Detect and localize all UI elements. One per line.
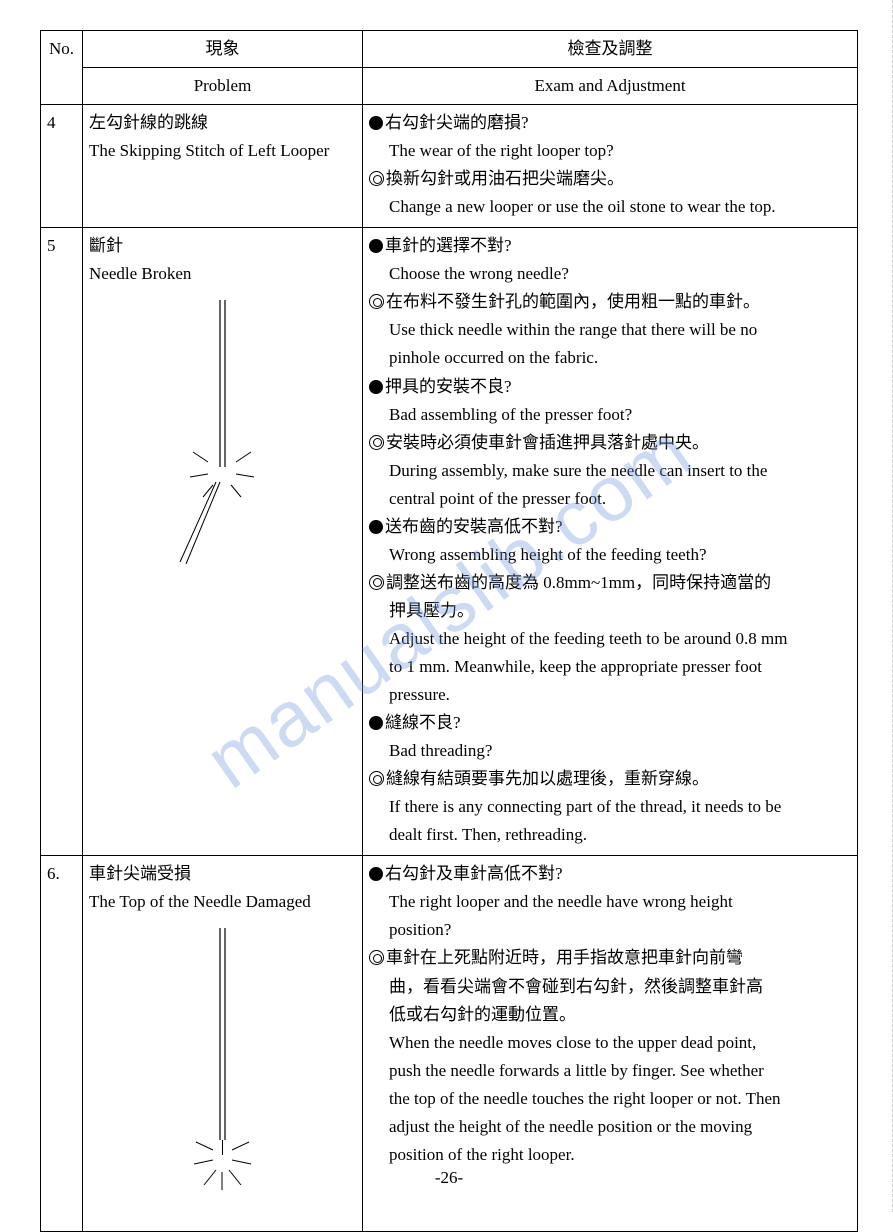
header-problem-zh: 現象 [83, 31, 363, 68]
a-zh: 車針在上死點附近時，用手指故意把車針向前彎 [386, 948, 743, 967]
table-row: 5 斷針 Needle Broken [41, 228, 858, 856]
a-en: When the needle moves close to the upper… [369, 1029, 851, 1057]
q-en: Wrong assembling height of the feeding t… [369, 541, 851, 569]
page-number: -26- [40, 1168, 858, 1188]
ring-icon [369, 294, 384, 309]
a-en: push the needle forwards a little by fin… [369, 1057, 851, 1085]
q-zh: 押具的安裝不良? [385, 377, 512, 396]
q-en: Bad threading? [369, 737, 851, 765]
a-en: dealt first. Then, rethreading. [369, 821, 851, 849]
a-en: position of the right looper. [369, 1141, 851, 1169]
bullet-icon [369, 716, 383, 730]
problem-zh: 斷針 [89, 236, 123, 255]
bullet-icon [369, 116, 383, 130]
q-zh: 右勾針及車針高低不對? [385, 864, 563, 883]
row-problem: 斷針 Needle Broken [83, 228, 363, 856]
q-en: The wear of the right looper top? [369, 137, 851, 165]
a-zh: 曲，看看尖端會不會碰到右勾針，然後調整車針高 [369, 973, 851, 1001]
q-zh: 縫線不良? [385, 713, 461, 732]
a-en: to 1 mm. Meanwhile, keep the appropriate… [369, 653, 851, 681]
a-zh: 在布料不發生針孔的範圍內，使用粗一點的車針。 [386, 292, 760, 311]
a-en: Adjust the height of the feeding teeth t… [369, 625, 851, 653]
troubleshooting-table: No. 現象 檢查及調整 Problem Exam and Adjustment… [40, 30, 858, 1232]
table-header: No. 現象 檢查及調整 Problem Exam and Adjustment [41, 31, 858, 105]
a-zh: 換新勾針或用油石把尖端磨尖。 [386, 169, 624, 188]
bullet-icon [369, 239, 383, 253]
ring-icon [369, 575, 384, 590]
a-en: If there is any connecting part of the t… [369, 793, 851, 821]
a-en: the top of the needle touches the right … [369, 1085, 851, 1113]
problem-en: The Top of the Needle Damaged [89, 892, 311, 911]
row-no: 5 [41, 228, 83, 856]
page: manualslib.com No. 現象 檢查及調整 Problem Exam… [40, 30, 858, 1182]
ring-icon [369, 950, 384, 965]
q-en: Choose the wrong needle? [369, 260, 851, 288]
row-exam: 右勾針尖端的磨損? The wear of the right looper t… [363, 105, 858, 228]
bullet-icon [369, 520, 383, 534]
ring-icon [369, 435, 384, 450]
a-zh: 押具壓力。 [369, 597, 851, 625]
row-problem: 左勾針線的跳線 The Skipping Stitch of Left Loop… [83, 105, 363, 228]
a-zh: 縫線有結頭要事先加以處理後，重新穿線。 [386, 769, 709, 788]
a-zh: 調整送布齒的高度為 0.8mm~1mm，同時保持適當的 [386, 573, 771, 592]
q-zh: 右勾針尖端的磨損? [385, 113, 529, 132]
row-exam: 車針的選擇不對? Choose the wrong needle? 在布料不發生… [363, 228, 858, 856]
problem-zh: 車針尖端受損 [89, 864, 191, 883]
table-row: 4 左勾針線的跳線 The Skipping Stitch of Left Lo… [41, 105, 858, 228]
ring-icon [369, 171, 384, 186]
a-en: central point of the presser foot. [369, 485, 851, 513]
problem-zh: 左勾針線的跳線 [89, 113, 208, 132]
row-no: 4 [41, 105, 83, 228]
q-en: Bad assembling of the presser foot? [369, 401, 851, 429]
a-en: pressure. [369, 681, 851, 709]
q-zh: 送布齒的安裝高低不對? [385, 517, 563, 536]
a-en: pinhole occurred on the fabric. [369, 344, 851, 372]
bullet-icon [369, 867, 383, 881]
header-no: No. [41, 31, 83, 105]
q-en: The right looper and the needle have wro… [369, 888, 851, 916]
bullet-icon [369, 380, 383, 394]
header-exam-en: Exam and Adjustment [363, 68, 858, 105]
ring-icon [369, 771, 384, 786]
a-en: Change a new looper or use the oil stone… [369, 193, 851, 221]
header-exam-zh: 檢查及調整 [363, 31, 858, 68]
a-en: During assembly, make sure the needle ca… [369, 457, 851, 485]
a-en: adjust the height of the needle position… [369, 1113, 851, 1141]
problem-en: The Skipping Stitch of Left Looper [89, 141, 329, 160]
q-zh: 車針的選擇不對? [385, 236, 512, 255]
needle-broken-illustration [89, 288, 356, 591]
problem-en: Needle Broken [89, 264, 191, 283]
header-problem-en: Problem [83, 68, 363, 105]
a-zh: 低或右勾針的運動位置。 [369, 1001, 851, 1029]
q-en: position? [369, 916, 851, 944]
a-en: Use thick needle within the range that t… [369, 316, 851, 344]
a-zh: 安裝時必須使車針會插進押具落針處中央。 [386, 433, 709, 452]
